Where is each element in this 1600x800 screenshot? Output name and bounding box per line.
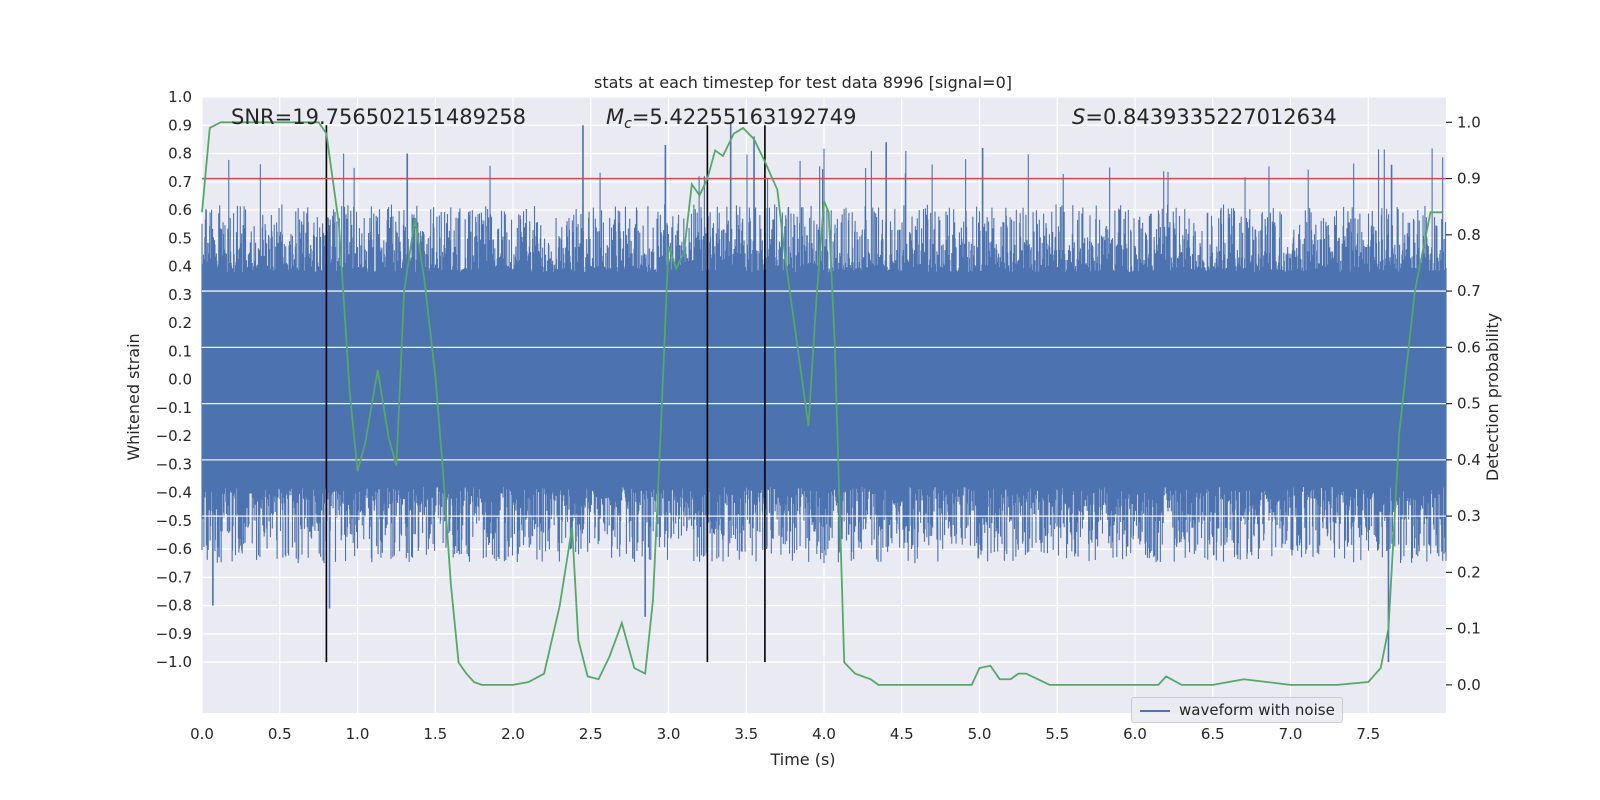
y-axis-label-left: Whitened strain [124, 333, 143, 460]
x-tick-label: 6.0 [1123, 725, 1147, 743]
x-tick-label: 5.0 [968, 725, 992, 743]
left-y-tick-label: 0.0 [168, 371, 192, 389]
x-tick-label: 3.0 [657, 725, 681, 743]
x-tick-label: 4.5 [890, 725, 914, 743]
x-tick-label: 0.0 [190, 725, 214, 743]
x-axis-ticks: 0.0 0.5 1.0 1.5 2.0 2.5 3.0 3.5 4.0 4.5 5.0 5.5 6.0 6… [190, 725, 1380, 743]
right-y-tick-label: 0.5 [1457, 395, 1481, 413]
left-y-tick-label: −0.8 [156, 597, 192, 615]
left-y-tick-label: 0.8 [168, 145, 192, 163]
left-y-tick-label: −0.7 [156, 568, 192, 586]
right-y-tick-label: 1.0 [1457, 113, 1481, 131]
chirp-mass-annotation: Mc=5.42255163192749 [606, 105, 857, 132]
score-value: =0.8439335227012634 [1085, 105, 1336, 129]
x-tick-label: 7.0 [1279, 725, 1303, 743]
left-y-tick-label: 0.7 [168, 173, 192, 191]
chart-title: stats at each timestep for test data 899… [594, 73, 1012, 92]
right-y-tick-label: 0.2 [1457, 563, 1481, 581]
snr-annotation: SNR=19.756502151489258 [231, 105, 526, 129]
x-tick-label: 5.5 [1045, 725, 1069, 743]
left-y-tick-label: −1.0 [156, 653, 192, 671]
score-annotation: S=0.8439335227012634 [1072, 105, 1337, 129]
x-tick-label: 1.5 [423, 725, 447, 743]
waveform-series [201, 122, 1447, 663]
chirp-mass-value: =5.42255163192749 [632, 105, 857, 129]
legend-label-waveform: waveform with noise [1179, 701, 1335, 719]
y-axis-label-right: Detection probability [1483, 313, 1502, 481]
right-y-axis-ticks: 1.0 0.9 0.8 0.7 0.6 0.5 0.4 0.3 0.2 0.1 0.0 [1446, 113, 1481, 694]
left-y-tick-label: −0.3 [156, 455, 192, 473]
score-symbol: S [1072, 105, 1085, 129]
left-y-tick-label: 0.4 [168, 258, 192, 276]
right-y-tick-label: 0.3 [1457, 507, 1481, 525]
right-y-tick-label: 0.6 [1457, 338, 1481, 356]
x-tick-label: 3.5 [734, 725, 758, 743]
right-y-tick-label: 0.8 [1457, 226, 1481, 244]
x-tick-label: 1.0 [346, 725, 370, 743]
x-tick-label: 7.5 [1356, 725, 1380, 743]
left-y-tick-label: −0.4 [156, 484, 192, 502]
probability-line [201, 121, 1443, 686]
x-axis-label: Time (s) [769, 750, 835, 769]
left-y-axis-ticks: 1.0 0.9 0.8 0.7 0.6 0.5 0.4 0.3 0.2 0.1 0.0 −0.1 −0.… [156, 88, 192, 671]
x-tick-label: 4.0 [812, 725, 836, 743]
chirp-mass-subscript: c [624, 116, 632, 132]
x-tick-label: 2.0 [501, 725, 525, 743]
right-y-tick-label: 0.7 [1457, 282, 1481, 300]
left-y-tick-label: −0.2 [156, 427, 192, 445]
vertical-marker-lines [325, 125, 766, 663]
right-y-tick-label: 0.4 [1457, 451, 1481, 469]
probability-series [201, 121, 1443, 686]
right-y-tick-label: 0.9 [1457, 170, 1481, 188]
left-y-tick-label: 0.1 [168, 342, 192, 360]
x-tick-label: 0.5 [268, 725, 292, 743]
right-y-tick-label: 0.0 [1457, 676, 1481, 694]
chirp-mass-symbol: M [606, 105, 624, 129]
left-y-tick-label: 0.9 [168, 116, 192, 134]
legend: waveform with noise [1131, 697, 1343, 723]
left-y-tick-label: 0.3 [168, 286, 192, 304]
waveform-trace [201, 148, 1447, 564]
left-y-tick-label: −0.6 [156, 540, 192, 558]
left-y-tick-label: −0.5 [156, 512, 192, 530]
left-y-tick-label: −0.1 [156, 399, 192, 417]
left-y-tick-label: 0.6 [168, 201, 192, 219]
x-tick-label: 2.5 [579, 725, 603, 743]
left-y-tick-label: 0.5 [168, 229, 192, 247]
left-y-tick-label: 0.2 [168, 314, 192, 332]
left-y-tick-label: 1.0 [168, 88, 192, 106]
legend-swatch-waveform [1140, 710, 1170, 712]
left-y-tick-label: −0.9 [156, 625, 192, 643]
x-tick-label: 6.5 [1201, 725, 1225, 743]
right-y-tick-label: 0.1 [1457, 620, 1481, 638]
